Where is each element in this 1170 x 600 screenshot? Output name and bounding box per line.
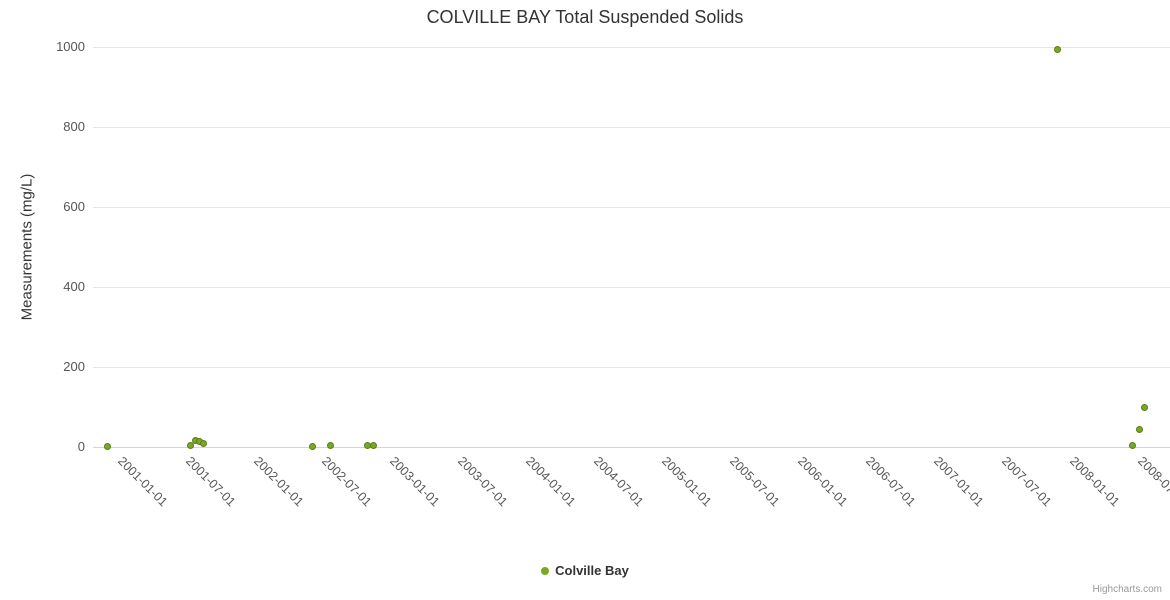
- x-tick-label: 2002-07-01: [319, 454, 375, 510]
- gridline: [93, 46, 1170, 48]
- x-tick-label: 2002-01-01: [251, 454, 307, 510]
- chart-title: COLVILLE BAY Total Suspended Solids: [426, 7, 744, 27]
- data-point[interactable]: [200, 439, 208, 447]
- y-tick-label: 600: [63, 199, 85, 214]
- y-axis-title: Measurements (mg/L): [18, 173, 36, 321]
- data-point[interactable]: [308, 443, 316, 451]
- x-tick-label: 2005-07-01: [727, 454, 783, 510]
- x-tick-label: 2003-07-01: [455, 454, 511, 510]
- legend-marker-icon: [541, 566, 550, 575]
- data-point[interactable]: [187, 442, 195, 450]
- data-point[interactable]: [103, 443, 111, 451]
- highcharts-credits-link[interactable]: Highcharts.com: [1092, 584, 1162, 595]
- y-tick-label: 200: [63, 359, 85, 374]
- gridline: [93, 206, 1170, 208]
- y-tick-label: 800: [63, 119, 85, 134]
- data-point[interactable]: [1136, 425, 1144, 433]
- x-tick-label: 2005-01-01: [659, 454, 715, 510]
- x-tick-label: 2001-01-01: [115, 454, 171, 510]
- data-point[interactable]: [1141, 403, 1149, 411]
- x-tick-label: 2003-01-01: [387, 454, 443, 510]
- data-point[interactable]: [369, 442, 377, 450]
- x-tick-label: 2001-07-01: [183, 454, 239, 510]
- data-point[interactable]: [327, 441, 335, 449]
- x-tick-label: 2004-01-01: [523, 454, 579, 510]
- data-point[interactable]: [1129, 442, 1137, 450]
- legend[interactable]: Colville Bay: [0, 563, 1170, 578]
- y-tick-label: 400: [63, 279, 85, 294]
- x-tick-label: 2008-07-01: [1135, 454, 1170, 510]
- x-tick-label: 2008-01-01: [1067, 454, 1123, 510]
- gridline: [93, 286, 1170, 288]
- x-tick-label: 2007-01-01: [931, 454, 987, 510]
- gridline: [93, 446, 1170, 448]
- x-tick-label: 2007-07-01: [999, 454, 1055, 510]
- x-tick-label: 2006-01-01: [795, 454, 851, 510]
- x-tick-label: 2004-07-01: [591, 454, 647, 510]
- y-tick-label: 0: [77, 439, 85, 454]
- x-tick-label: 2006-07-01: [863, 454, 919, 510]
- legend-series-label: Colville Bay: [555, 563, 629, 578]
- gridline: [93, 366, 1170, 368]
- data-point[interactable]: [1053, 45, 1061, 53]
- gridline: [93, 126, 1170, 128]
- y-tick-label: 1000: [56, 39, 85, 54]
